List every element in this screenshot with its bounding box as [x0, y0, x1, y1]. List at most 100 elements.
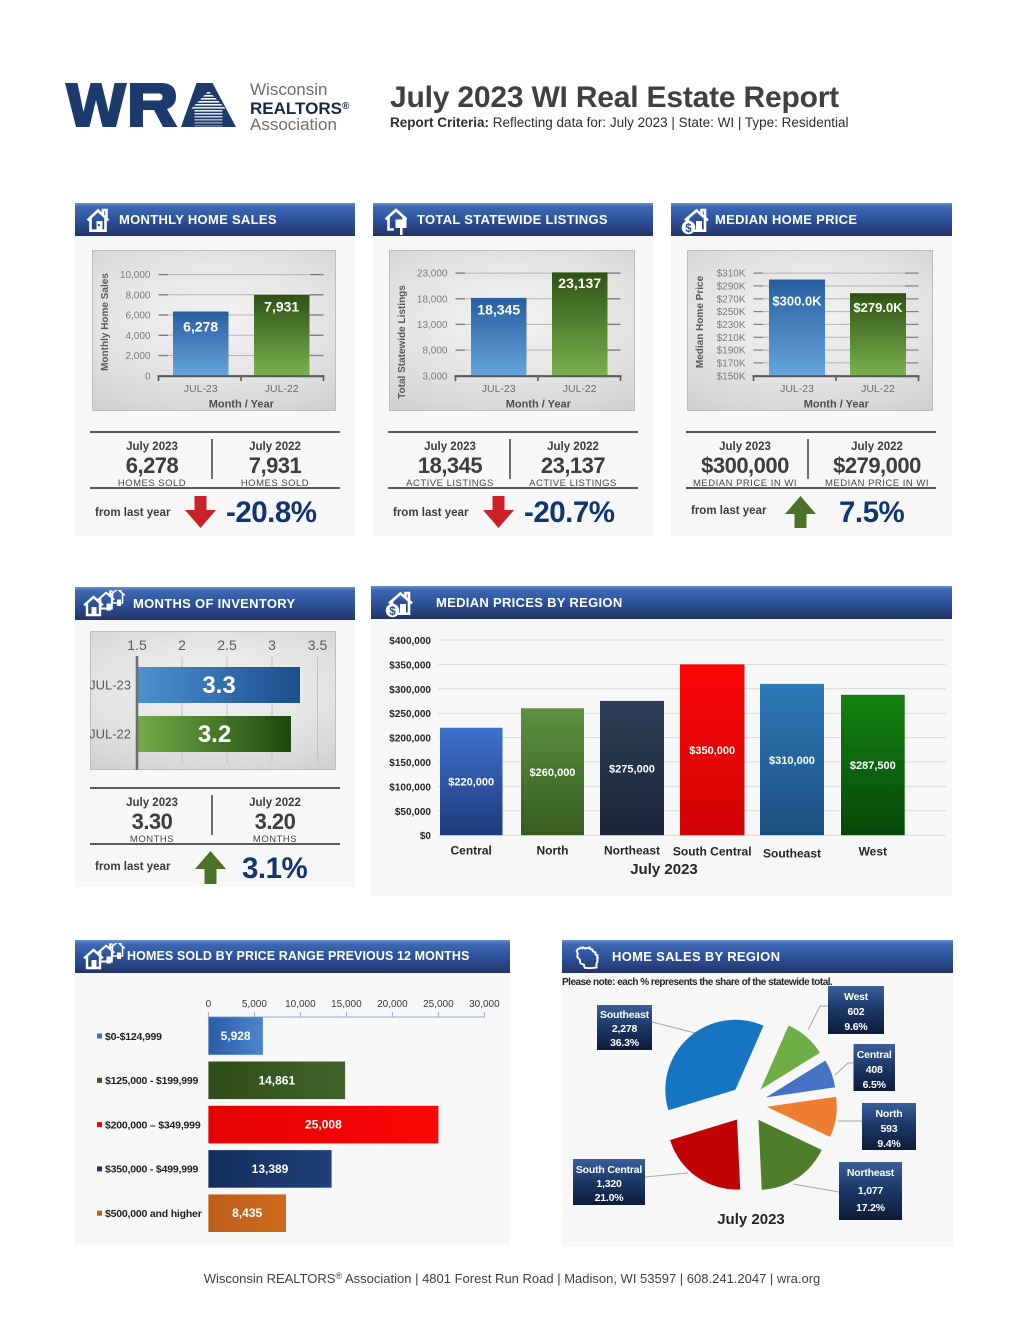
svg-text:3,000: 3,000: [422, 371, 447, 382]
svg-text:Northeast: Northeast: [604, 844, 660, 858]
svg-text:$150,000: $150,000: [389, 758, 431, 769]
svg-text:9.4%: 9.4%: [877, 1138, 901, 1150]
svg-text:5,000: 5,000: [242, 999, 267, 1010]
svg-text:Month / Year: Month / Year: [804, 399, 870, 411]
svg-text:602: 602: [848, 1006, 865, 1018]
svg-text:1,320: 1,320: [596, 1178, 622, 1190]
svg-text:$275,000: $275,000: [609, 763, 655, 775]
svg-text:10,000: 10,000: [120, 270, 151, 281]
svg-text:Month / Year: Month / Year: [209, 399, 275, 411]
svg-text:West: West: [844, 991, 869, 1003]
svg-text:Southeast: Southeast: [763, 847, 821, 861]
svg-text:$: $: [685, 223, 692, 235]
svg-text:$287,500: $287,500: [850, 760, 896, 772]
svg-text:36.3%: 36.3%: [610, 1037, 640, 1049]
svg-text:3: 3: [268, 637, 276, 653]
svg-text:$170K: $170K: [717, 358, 746, 369]
svg-text:$230K: $230K: [717, 320, 746, 331]
svg-text:408: 408: [866, 1064, 883, 1076]
svg-text:0: 0: [145, 371, 151, 382]
svg-text:JUL-23: JUL-23: [90, 678, 131, 693]
svg-text:18,345: 18,345: [477, 301, 520, 317]
svg-text:9.6%: 9.6%: [844, 1021, 868, 1033]
svg-text:5,928: 5,928: [221, 1029, 251, 1043]
svg-text:6,000: 6,000: [125, 311, 150, 322]
svg-text:$310K: $310K: [717, 269, 746, 280]
svg-text:8,000: 8,000: [422, 346, 447, 357]
svg-text:Monthly Home Sales: Monthly Home Sales: [100, 273, 111, 371]
svg-text:$: $: [389, 606, 396, 618]
svg-text:July 2023: July 2023: [717, 1211, 785, 1228]
svg-text:13,000: 13,000: [417, 320, 448, 331]
svg-text:JUL-22: JUL-22: [563, 383, 597, 395]
svg-text:21.0%: 21.0%: [595, 1192, 625, 1204]
svg-text:4,000: 4,000: [125, 331, 150, 342]
svg-text:593: 593: [881, 1123, 898, 1135]
svg-text:$210K: $210K: [717, 333, 746, 344]
svg-text:July 2023: July 2023: [630, 861, 698, 878]
svg-text:$400,000: $400,000: [389, 636, 431, 647]
svg-text:$290K: $290K: [717, 281, 746, 292]
svg-text:14,861: 14,861: [258, 1073, 295, 1087]
svg-text:$100,000: $100,000: [389, 782, 431, 793]
svg-text:10,000: 10,000: [285, 999, 316, 1010]
svg-text:$279.0K: $279.0K: [853, 300, 903, 315]
svg-text:$250K: $250K: [717, 307, 746, 318]
svg-text:JUL-23: JUL-23: [482, 383, 516, 395]
svg-text:8,435: 8,435: [232, 1206, 262, 1220]
svg-text:8,000: 8,000: [125, 290, 150, 301]
svg-text:Central: Central: [857, 1049, 892, 1061]
svg-text:$260,000: $260,000: [530, 767, 576, 779]
svg-text:JUL-22: JUL-22: [265, 383, 299, 395]
svg-text:25,000: 25,000: [423, 999, 454, 1010]
svg-text:18,000: 18,000: [417, 294, 448, 305]
svg-text:25,008: 25,008: [305, 1118, 342, 1132]
svg-text:$310,000: $310,000: [769, 755, 815, 767]
svg-text:$350,000 - $499,999: $350,000 - $499,999: [105, 1164, 198, 1176]
svg-text:6,278: 6,278: [183, 319, 218, 335]
svg-text:2: 2: [178, 637, 186, 653]
svg-text:Central: Central: [451, 844, 492, 858]
svg-text:JUL-23: JUL-23: [780, 383, 814, 395]
svg-text:2,000: 2,000: [125, 351, 150, 362]
svg-text:1,077: 1,077: [858, 1185, 884, 1197]
svg-text:$150K: $150K: [717, 371, 746, 382]
svg-text:2.5: 2.5: [217, 637, 237, 653]
svg-text:South Central: South Central: [673, 845, 752, 859]
svg-text:0: 0: [206, 999, 212, 1010]
svg-text:$50,000: $50,000: [395, 807, 432, 818]
svg-text:Median Home Price: Median Home Price: [695, 275, 706, 368]
svg-text:$125,000 - $199,999: $125,000 - $199,999: [105, 1075, 198, 1087]
svg-text:$500,000 and higher: $500,000 and higher: [105, 1208, 202, 1220]
svg-text:30,000: 30,000: [469, 999, 500, 1010]
svg-text:North: North: [537, 844, 569, 858]
svg-text:17.2%: 17.2%: [856, 1202, 886, 1214]
svg-text:$300,000: $300,000: [389, 685, 431, 696]
svg-text:$350,000: $350,000: [689, 745, 735, 757]
svg-text:23,137: 23,137: [558, 275, 601, 291]
svg-text:$190K: $190K: [717, 346, 746, 357]
svg-text:Total Statewide Listings: Total Statewide Listings: [397, 285, 408, 399]
svg-text:7,931: 7,931: [264, 299, 299, 315]
svg-text:$300.0K: $300.0K: [772, 294, 822, 309]
svg-text:$270K: $270K: [717, 294, 746, 305]
svg-text:West: West: [859, 845, 887, 859]
svg-text:Northeast: Northeast: [847, 1167, 895, 1179]
svg-text:$0-$124,999: $0-$124,999: [105, 1031, 162, 1043]
svg-text:$0: $0: [420, 831, 432, 842]
svg-text:$220,000: $220,000: [448, 777, 494, 789]
svg-text:JUL-22: JUL-22: [90, 727, 131, 742]
svg-text:Southeast: Southeast: [600, 1009, 650, 1021]
svg-text:JUL-22: JUL-22: [861, 383, 895, 395]
svg-text:3.3: 3.3: [202, 672, 235, 699]
svg-text:23,000: 23,000: [417, 269, 448, 280]
svg-text:13,389: 13,389: [252, 1162, 289, 1176]
svg-text:JUL-23: JUL-23: [184, 383, 218, 395]
svg-text:1.5: 1.5: [127, 637, 147, 653]
svg-text:South Central: South Central: [576, 1164, 643, 1176]
svg-text:15,000: 15,000: [331, 999, 362, 1010]
svg-text:2,278: 2,278: [612, 1023, 638, 1035]
svg-text:$200,000: $200,000: [389, 734, 431, 745]
svg-text:$250,000: $250,000: [389, 709, 431, 720]
svg-text:Month / Year: Month / Year: [506, 399, 572, 411]
